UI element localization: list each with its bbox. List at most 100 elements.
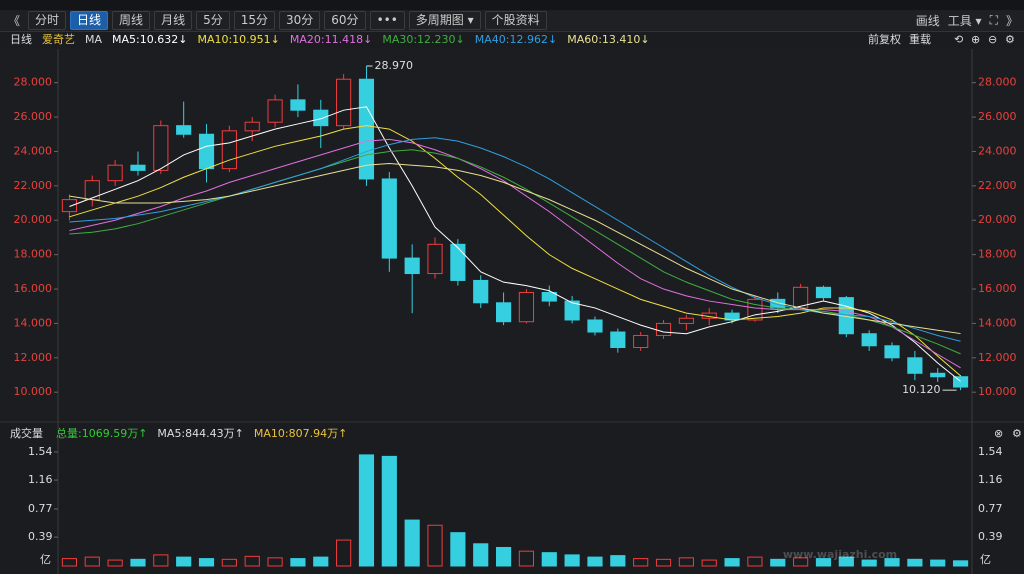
- tool-button[interactable]: ⛶: [989, 13, 998, 27]
- candle-body: [633, 334, 649, 348]
- panel-bg: [0, 49, 1024, 421]
- icon[interactable]: ⊕: [971, 33, 980, 46]
- info-label: MA: [85, 33, 102, 46]
- y-tick-label: 22.000: [978, 179, 1017, 192]
- legend-entry: MA5:10.632↓: [112, 33, 187, 46]
- period-tab[interactable]: 分时: [28, 11, 67, 30]
- y-tick-label: 12.000: [978, 351, 1017, 364]
- period-tab[interactable]: 个股资料: [484, 11, 547, 30]
- y-tick-label: 28.000: [978, 76, 1017, 89]
- period-tab[interactable]: 多周期图 ▾: [408, 11, 481, 30]
- back-button[interactable]: 《: [8, 14, 21, 28]
- period-tab[interactable]: 60分: [324, 11, 366, 30]
- candle-body: [358, 78, 375, 180]
- period-tab[interactable]: 月线: [154, 11, 193, 30]
- y-tick-label: 14.000: [978, 316, 1017, 329]
- candle-body: [541, 291, 557, 302]
- candle-body: [884, 345, 900, 359]
- period-tab[interactable]: 日线: [70, 11, 109, 30]
- candle-body: [952, 376, 969, 388]
- volume-bar: [541, 552, 557, 567]
- volume-bar: [176, 556, 192, 567]
- ma-line: [69, 138, 961, 369]
- candle-body: [290, 99, 306, 111]
- y-tick-label: 18.000: [978, 248, 1017, 261]
- volume-bar: [701, 559, 717, 567]
- y-tick-label: 24.000: [14, 144, 53, 157]
- volume-bar: [313, 556, 329, 567]
- y-tick-label: 16.000: [14, 282, 53, 295]
- volume-bar: [336, 539, 352, 567]
- volume-bar: [678, 557, 694, 567]
- volume-bar: [838, 556, 854, 567]
- volume-unit: 亿: [40, 553, 51, 566]
- volume-bar: [450, 532, 466, 567]
- volume-bar: [770, 558, 786, 567]
- y-tick-label: 22.000: [14, 179, 53, 192]
- volume-bar: [952, 560, 969, 567]
- icon[interactable]: ⚙: [1005, 33, 1015, 46]
- candle-body: [61, 199, 78, 213]
- volume-bar: [198, 558, 215, 567]
- period-tab[interactable]: 周线: [112, 11, 151, 30]
- candle-body: [450, 243, 466, 281]
- icon[interactable]: ⟲: [954, 33, 963, 46]
- volume-bar: [815, 558, 832, 567]
- volume-bar: [587, 556, 603, 567]
- volume-bar: [518, 550, 535, 567]
- info-button[interactable]: 重载: [909, 32, 931, 46]
- y-tick-label: 20.000: [14, 213, 53, 226]
- volume-bar: [404, 519, 420, 567]
- tool-button[interactable]: 》: [1005, 14, 1018, 28]
- volume-bar: [381, 455, 397, 567]
- candle-body: [130, 164, 146, 171]
- tool-button[interactable]: 工具 ▾: [947, 14, 982, 28]
- volume-bar: [244, 555, 260, 567]
- y-tick-label: 10.000: [14, 385, 53, 398]
- volume-bar: [564, 554, 580, 567]
- volume-bar: [84, 556, 100, 567]
- y-tick-label: 16.000: [978, 282, 1017, 295]
- volume-tick-label: 1.16: [28, 473, 53, 486]
- volume-bar: [107, 559, 123, 567]
- candle-body: [473, 279, 489, 304]
- volume-bar: [473, 543, 489, 567]
- candle-body: [198, 133, 215, 170]
- volume-bar: [861, 559, 877, 567]
- candle-body: [336, 78, 352, 127]
- period-tab[interactable]: 15分: [233, 11, 275, 30]
- info-button[interactable]: 前复权: [868, 32, 901, 46]
- candle-body: [404, 257, 420, 275]
- volume-unit: 亿: [980, 553, 991, 566]
- candle-body: [610, 331, 626, 348]
- price-annotation: 28.970: [374, 59, 413, 72]
- volume-bar: [495, 546, 512, 567]
- legend-entry: MA40:12.962↓: [475, 33, 557, 46]
- candle-body: [815, 286, 832, 299]
- volume-bar: [907, 558, 923, 567]
- volume-title: 成交量: [10, 426, 43, 440]
- legend-entry: MA30:12.230↓: [382, 33, 464, 46]
- candle-body: [930, 372, 946, 378]
- candle-body: [655, 322, 672, 336]
- volume-bar: [930, 559, 946, 567]
- period-tab[interactable]: •••: [369, 11, 405, 30]
- candle-body: [381, 178, 397, 259]
- volume-bar: [747, 556, 763, 567]
- period-tab[interactable]: 5分: [196, 11, 230, 30]
- volume-bar: [427, 524, 443, 567]
- y-tick-label: 20.000: [978, 213, 1017, 226]
- volume-tick-label: 1.54: [28, 445, 53, 458]
- y-tick-label: 24.000: [978, 144, 1017, 157]
- period-tab[interactable]: 30分: [279, 11, 321, 30]
- icon[interactable]: ⊗: [994, 427, 1003, 440]
- tool-button[interactable]: 画线: [915, 14, 940, 28]
- candle-body: [907, 357, 923, 374]
- candle-body: [107, 164, 123, 182]
- y-tick-label: 26.000: [978, 110, 1017, 123]
- candle-body: [587, 319, 603, 333]
- ma-line: [69, 106, 961, 382]
- icon[interactable]: ⊖: [988, 33, 997, 46]
- volume-bar: [655, 558, 672, 567]
- icon[interactable]: ⚙: [1012, 427, 1022, 440]
